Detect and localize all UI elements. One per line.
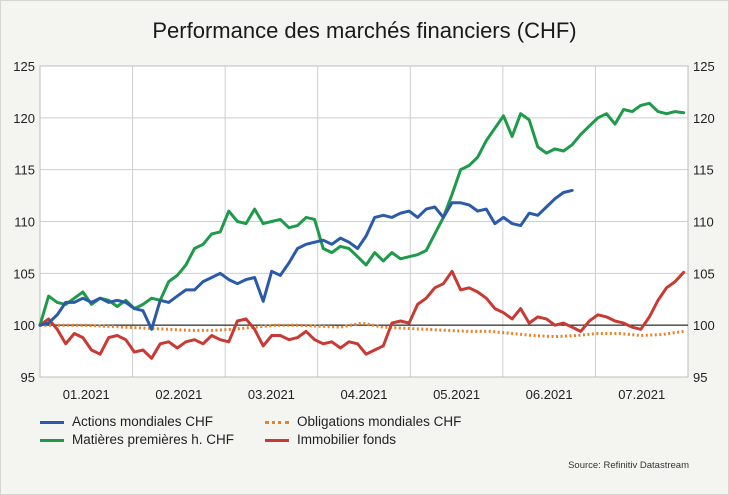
x-tick-04.2021: 04.2021 <box>341 387 388 402</box>
y-tick-right-125: 125 <box>693 59 715 74</box>
x-tick-06.2021: 06.2021 <box>526 387 573 402</box>
legend-label-immobilier: Immobilier fonds <box>297 432 397 447</box>
plot-border <box>39 65 689 378</box>
legend-label-obligations: Obligations mondiales CHF <box>297 414 462 429</box>
x-tick-01.2021: 01.2021 <box>63 387 110 402</box>
y-tick-right-105: 105 <box>693 266 715 281</box>
legend-swatch-obligations <box>265 420 289 424</box>
y-tick-right-115: 115 <box>693 163 714 178</box>
x-tick-07.2021: 07.2021 <box>618 387 665 402</box>
y-tick-right-110: 110 <box>693 215 714 230</box>
x-tick-03.2021: 03.2021 <box>248 387 295 402</box>
y-tick-left-125: 125 <box>13 59 35 74</box>
y-tick-left-110: 110 <box>14 215 35 230</box>
series-line-0 <box>38 188 574 331</box>
x-tick-02.2021: 02.2021 <box>155 387 202 402</box>
x-tick-05.2021: 05.2021 <box>433 387 480 402</box>
y-tick-right-120: 120 <box>693 111 715 126</box>
legend-swatch-actions <box>40 420 64 424</box>
series-line-1 <box>38 101 686 327</box>
y-tick-left-100: 100 <box>13 318 35 333</box>
chart-title: Performance des marchés financiers (CHF) <box>152 18 577 43</box>
source-note: Source: Refinitiv Datastream <box>568 460 689 471</box>
y-tick-left-115: 115 <box>14 163 35 178</box>
series-line-3 <box>38 269 686 360</box>
legend-item-matieres: Matières premières h. CHF <box>40 432 234 447</box>
y-tick-left-95: 95 <box>21 370 35 385</box>
legend-label-actions: Actions mondiales CHF <box>72 414 214 429</box>
legend-swatch-immobilier <box>265 438 289 442</box>
y-tick-right-100: 100 <box>693 318 715 333</box>
legend-label-matieres: Matières premières h. CHF <box>72 432 235 447</box>
y-tick-left-105: 105 <box>13 266 35 281</box>
legend-item-obligations: Obligations mondiales CHF <box>265 414 461 429</box>
y-tick-right-95: 95 <box>693 370 707 385</box>
legend-swatch-matieres <box>40 438 64 442</box>
legend-item-immobilier: Immobilier fonds <box>265 432 396 447</box>
y-tick-left-120: 120 <box>13 111 35 126</box>
legend-item-actions: Actions mondiales CHF <box>40 414 213 429</box>
